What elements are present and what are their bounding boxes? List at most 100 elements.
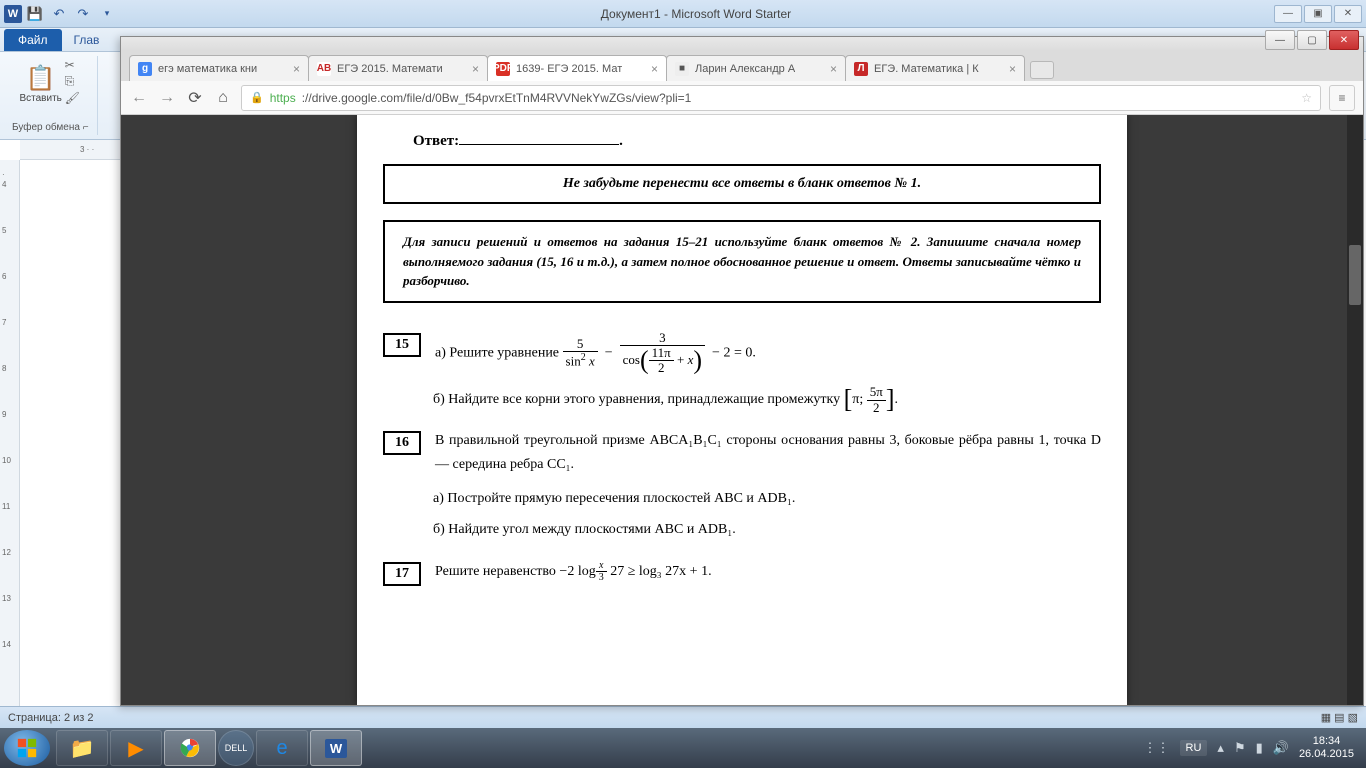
quick-access-toolbar: W 💾 ↶ ↷ ▾ — [0, 3, 118, 25]
tray-volume-icon[interactable]: 🔊 — [1273, 740, 1289, 756]
clock-date: 26.04.2015 — [1299, 748, 1354, 761]
back-icon[interactable]: ← — [129, 89, 149, 107]
format-painter-icon[interactable]: 🖌 — [65, 91, 80, 105]
ruler-tick: 11 — [2, 502, 10, 511]
horizontal-ruler: 3 · · — [20, 140, 120, 160]
instructions-box: Для записи решений и ответов на задания … — [383, 220, 1101, 303]
taskbar-media-player[interactable]: ▶ — [110, 730, 162, 766]
tab-close-icon[interactable]: × — [472, 62, 479, 76]
task-number-15: 15 — [383, 333, 421, 357]
chrome-maximize-button[interactable]: ▢ — [1297, 30, 1327, 50]
language-indicator[interactable]: RU — [1180, 740, 1208, 756]
chrome-minimize-button[interactable]: — — [1265, 30, 1295, 50]
home-icon[interactable]: ⌂ — [213, 89, 233, 107]
paste-label: Вставить — [19, 93, 61, 104]
paste-button[interactable]: 📋 Вставить — [21, 58, 61, 110]
favicon: PDF — [496, 62, 510, 76]
chrome-menu-button[interactable]: ≡ — [1329, 85, 1355, 111]
view-buttons[interactable]: ▦ ▤ ▧ — [1321, 711, 1358, 724]
pdf-page: Ответ:. Не забудьте перенести все ответы… — [357, 115, 1127, 705]
pdf-viewer: Ответ:. Не забудьте перенести все ответы… — [121, 115, 1363, 705]
taskbar-word[interactable]: W — [310, 730, 362, 766]
task-17-body: Решите неравенство −2 logx3 27 ≥ log₃ 27… — [435, 560, 1101, 584]
ruler-tick: 12 — [2, 548, 11, 557]
clock-time: 18:34 — [1299, 735, 1354, 748]
maximize-button[interactable]: ▣ — [1304, 5, 1332, 23]
minimize-button[interactable]: — — [1274, 5, 1302, 23]
home-tab[interactable]: Глав — [64, 29, 110, 51]
word-status-bar: Страница: 2 из 2 ▦ ▤ ▧ — [0, 706, 1366, 728]
word-icon: W — [4, 5, 22, 23]
ruler-tick: 5 — [2, 226, 6, 235]
url-path: ://drive.google.com/file/d/0Bw_f54pvrxEt… — [302, 91, 692, 105]
clock[interactable]: 18:34 26.04.2015 — [1299, 735, 1354, 761]
file-tab[interactable]: Файл — [4, 29, 62, 51]
ruler-tick: 13 — [2, 594, 11, 603]
clipboard-group-label: Буфер обмена ⌐ — [12, 122, 89, 133]
task-15b: б) Найдите все корни этого уравнения, пр… — [433, 385, 1101, 415]
windows-logo-icon — [16, 737, 38, 759]
qat-dropdown-icon[interactable]: ▾ — [96, 3, 118, 25]
url-scheme: https — [270, 91, 296, 105]
save-icon[interactable]: 💾 — [24, 3, 46, 25]
reload-icon[interactable]: ⟳ — [185, 88, 205, 108]
favicon: AB — [317, 62, 331, 76]
tab-close-icon[interactable]: × — [651, 62, 658, 76]
tray-separator-icon: ⋮⋮ — [1144, 740, 1170, 756]
tray-flag-icon[interactable]: ⚑ — [1234, 740, 1246, 756]
tab-close-icon[interactable]: × — [830, 62, 837, 76]
task-15-body: а) Решите уравнение 5sin2 x − 3cos(11π2 … — [435, 331, 1101, 376]
taskbar-ie[interactable]: e — [256, 730, 308, 766]
word-title-bar: W 💾 ↶ ↷ ▾ Документ1 - Microsoft Word Sta… — [0, 0, 1366, 28]
browser-tab[interactable]: ЛЕГЭ. Математика | К× — [845, 55, 1025, 81]
new-tab-button[interactable] — [1030, 61, 1054, 79]
cut-icon[interactable]: ✂ — [65, 58, 80, 72]
browser-tab[interactable]: gегэ математика кни× — [129, 55, 309, 81]
tab-strip: gегэ математика кни×ABЕГЭ 2015. Математи… — [121, 51, 1363, 81]
ruler-tick: 8 — [2, 364, 6, 373]
ruler-tick: 6 — [2, 272, 6, 281]
taskbar-chrome[interactable] — [164, 730, 216, 766]
pdf-scrollbar[interactable] — [1347, 115, 1363, 705]
address-bar[interactable]: 🔒 https ://drive.google.com/file/d/0Bw_f5… — [241, 85, 1321, 111]
tray-battery-icon[interactable]: ▮ — [1256, 740, 1263, 756]
task-16a: а) Постройте прямую пересечения плоскост… — [433, 487, 1101, 511]
copy-icon[interactable]: ⎘ — [65, 74, 80, 89]
clipboard-small-buttons: ✂ ⎘ 🖌 — [65, 58, 80, 110]
close-button[interactable]: ✕ — [1334, 5, 1362, 23]
tab-label: Ларин Александр А — [695, 63, 795, 75]
undo-icon[interactable]: ↶ — [48, 3, 70, 25]
browser-tab[interactable]: ABЕГЭ 2015. Математи× — [308, 55, 488, 81]
favicon: Л — [854, 62, 868, 76]
reminder-box: Не забудьте перенести все ответы в бланк… — [383, 164, 1101, 204]
taskbar-dell[interactable]: DELL — [218, 730, 254, 766]
chrome-window: — ▢ ✕ gегэ математика кни×ABЕГЭ 2015. Ма… — [120, 36, 1364, 706]
ruler-tick: 4 — [2, 180, 6, 189]
browser-tab[interactable]: ■Ларин Александр А× — [666, 55, 846, 81]
chrome-title-frame: — ▢ ✕ — [121, 37, 1363, 51]
taskbar: 📁 ▶ DELL e W ⋮⋮ RU ▴ ⚑ ▮ 🔊 18:34 26.04.2… — [0, 728, 1366, 768]
forward-icon[interactable]: → — [157, 89, 177, 107]
tray-show-hidden-icon[interactable]: ▴ — [1217, 740, 1224, 756]
tab-close-icon[interactable]: × — [1009, 62, 1016, 76]
clipboard-group: 📋 Вставить ✂ ⎘ 🖌 Буфер обмена ⌐ — [4, 56, 98, 135]
page-indicator[interactable]: Страница: 2 из 2 — [8, 712, 94, 724]
scrollbar-thumb[interactable] — [1349, 245, 1361, 305]
task-16b: б) Найдите угол между плоскостями ABC и … — [433, 518, 1101, 542]
system-tray: ⋮⋮ RU ▴ ⚑ ▮ 🔊 18:34 26.04.2015 — [1144, 735, 1362, 761]
ruler-tick: 14 — [2, 640, 11, 649]
start-button[interactable] — [4, 730, 50, 766]
browser-tab[interactable]: PDF1639- ЕГЭ 2015. Мат× — [487, 55, 667, 81]
redo-icon[interactable]: ↷ — [72, 3, 94, 25]
task-number-17: 17 — [383, 562, 421, 586]
bookmark-star-icon[interactable]: ☆ — [1301, 91, 1312, 105]
tab-close-icon[interactable]: × — [293, 62, 300, 76]
chrome-close-button[interactable]: ✕ — [1329, 30, 1359, 50]
word-window-title: Документ1 - Microsoft Word Starter — [118, 7, 1274, 21]
answer-line: Ответ:. — [413, 131, 1101, 150]
vertical-ruler: · 4567891011121314 — [0, 160, 20, 720]
taskbar-explorer[interactable]: 📁 — [56, 730, 108, 766]
ruler-tick: 7 — [2, 318, 6, 327]
task-15: 15 а) Решите уравнение 5sin2 x − 3cos(11… — [383, 331, 1101, 376]
lock-icon: 🔒 — [250, 91, 264, 104]
